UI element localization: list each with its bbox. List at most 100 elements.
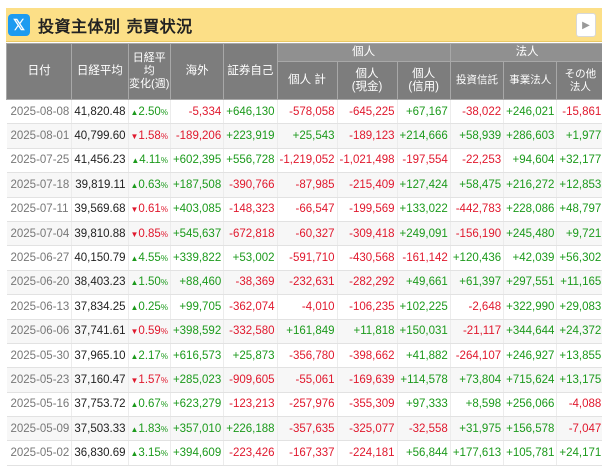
cell-overseas: +394,609 — [170, 440, 225, 466]
table-row[interactable]: 2025-06-13 37,834.25 ▲0.25% +99,705 -362,074… — [6, 294, 602, 320]
percent-sign: % — [160, 229, 168, 239]
cell-date: 2025-07-25 — [6, 148, 73, 174]
cell-business-corp: +105,781 — [503, 440, 558, 466]
cell-individual-total: -4,010 — [277, 294, 338, 320]
cell-investment-trust: +8,598 — [450, 392, 505, 418]
table-row[interactable]: 2025-08-01 40,799.60 ▼1.58% -189,206 +223,91… — [6, 123, 602, 149]
header-individual-cash[interactable]: 個人 (現金) — [336, 61, 398, 100]
table-row[interactable]: 2025-06-06 37,741.61 ▼0.59% +398,592 -332,58… — [6, 319, 602, 344]
header-nikkei[interactable]: 日経平均 — [71, 43, 129, 100]
cell-business-corp: +94,604 — [503, 148, 558, 174]
header-individual-credit[interactable]: 個人 (信用) — [396, 61, 451, 100]
header-date[interactable]: 日付 — [5, 43, 73, 100]
cell-overseas: +623,279 — [170, 392, 225, 418]
cell-business-corp: +715,624 — [503, 367, 558, 393]
cell-other-corp: +13,855 — [556, 343, 602, 369]
cell-overseas: +398,592 — [170, 319, 225, 344]
cell-date: 2025-08-08 — [6, 99, 73, 125]
cell-investment-trust: +31,975 — [450, 416, 505, 442]
cell-business-corp: +156,578 — [503, 416, 558, 442]
table-row[interactable]: 2025-07-04 39,810.88 ▼0.85% +545,637 -672,81… — [6, 221, 602, 247]
table-row[interactable]: 2025-05-16 37,753.72 ▲0.67% +623,279 -123,21… — [6, 392, 602, 418]
cell-business-corp: +42,039 — [503, 245, 558, 271]
percent-sign: % — [160, 327, 168, 337]
cell-individual-total: +25,543 — [277, 123, 338, 149]
cell-nikkei: 39,810.88 — [71, 221, 129, 247]
change-value: 0.61 — [138, 203, 161, 216]
table-row[interactable]: 2025-07-25 41,456.23 ▲4.11% +602,395 +556,72… — [6, 148, 602, 174]
table-row[interactable]: 2025-07-11 39,569.68 ▼0.61% +403,085 -148,32… — [6, 197, 602, 222]
scroll-right-button[interactable]: ▶ — [576, 13, 596, 37]
cell-individual-total: -578,058 — [277, 99, 338, 125]
cell-individual-total: -1,219,052 — [277, 148, 338, 174]
cell-individual-total: +161,849 — [277, 319, 338, 344]
arrow-up-icon: ▲ — [130, 302, 139, 312]
cell-individual-cash: -309,418 — [337, 221, 398, 247]
header-individual-total[interactable]: 個人 計 — [276, 61, 338, 100]
table-row[interactable]: 2025-05-23 37,160.47 ▼1.57% +285,023 -909,60… — [6, 367, 602, 393]
cell-securities: -390,766 — [223, 172, 278, 198]
table-row[interactable]: 2025-08-08 41,820.48 ▲2.50% -5,334 +646,130-… — [6, 99, 602, 125]
change-value: 1.58 — [138, 130, 161, 143]
cell-business-corp: +246,927 — [503, 343, 558, 369]
cell-individual-cash: -215,409 — [337, 172, 398, 198]
header-other-corp[interactable]: その他 法人 — [556, 61, 602, 100]
cell-individual-cash: -355,309 — [337, 392, 398, 418]
cell-securities: -223,426 — [223, 440, 278, 466]
cell-overseas: -5,334 — [170, 99, 225, 125]
cell-investment-trust: -38,022 — [450, 99, 505, 125]
arrow-up-icon: ▲ — [130, 107, 139, 117]
cell-other-corp: +12,853 — [556, 172, 602, 198]
change-value: 0.63 — [138, 178, 161, 191]
cell-other-corp: +13,175 — [556, 367, 602, 393]
cell-nikkei: 37,160.47 — [71, 367, 129, 393]
cell-other-corp: -7,047 — [556, 416, 602, 442]
cell-investment-trust: +58,475 — [450, 172, 505, 198]
cell-nikkei: 37,503.33 — [71, 416, 129, 442]
cell-overseas: +339,822 — [170, 245, 225, 271]
cell-nikkei: 41,820.48 — [71, 99, 129, 125]
cell-individual-credit: +49,661 — [397, 270, 451, 296]
cell-date: 2025-06-27 — [6, 245, 73, 271]
header-investment-trust[interactable]: 投資信託 — [449, 61, 505, 100]
cell-date: 2025-08-01 — [6, 123, 73, 149]
cell-change: ▲0.67% — [128, 392, 171, 418]
change-value: 4.55 — [138, 252, 161, 265]
percent-sign: % — [160, 424, 168, 434]
cell-securities: -38,369 — [223, 270, 278, 296]
cell-nikkei: 39,569.68 — [71, 197, 129, 222]
cell-securities: +226,188 — [223, 416, 278, 442]
cell-other-corp: +56,302 — [556, 245, 602, 271]
cell-individual-credit: +102,225 — [397, 294, 451, 320]
header-overseas[interactable]: 海外 — [169, 43, 225, 100]
percent-sign: % — [160, 302, 168, 312]
cell-individual-credit: +41,882 — [397, 343, 451, 369]
cell-investment-trust: -156,190 — [450, 221, 505, 247]
header-business-corp[interactable]: 事業法人 — [503, 61, 558, 100]
cell-date: 2025-07-11 — [6, 197, 73, 222]
arrow-down-icon: ▼ — [130, 327, 139, 337]
cell-individual-credit: +56,844 — [397, 440, 451, 466]
header-securities[interactable]: 証券自己 — [223, 43, 278, 100]
cell-individual-cash: -645,225 — [337, 99, 398, 125]
table-row[interactable]: 2025-06-27 40,150.79 ▲4.55% +339,822 +53,002… — [6, 245, 602, 271]
table-row[interactable]: 2025-06-20 38,403.23 ▲1.50% +88,460 -38,369-… — [6, 270, 602, 296]
table-row[interactable]: 2025-05-09 37,503.33 ▲1.83% +357,010 +226,18… — [6, 416, 602, 442]
x-share-icon[interactable]: 𝕏 — [8, 13, 30, 36]
cell-securities: -148,323 — [223, 197, 278, 222]
change-value: 3.15 — [138, 447, 161, 460]
percent-sign: % — [160, 351, 168, 361]
cell-date: 2025-05-02 — [6, 440, 73, 466]
header-nikkei-change[interactable]: 日経平均 変化(週) — [127, 43, 171, 100]
table-row[interactable]: 2025-05-02 36,830.69 ▲3.15% +394,609 -223,42… — [6, 440, 602, 466]
cell-change: ▲1.83% — [128, 416, 171, 442]
cell-other-corp: -15,861 — [556, 99, 602, 125]
percent-sign: % — [160, 375, 168, 385]
arrow-up-icon: ▲ — [130, 351, 139, 361]
page-title: 投資主体別 売買状況 — [38, 16, 193, 36]
arrow-up-icon: ▲ — [130, 400, 139, 410]
cell-overseas: +285,023 — [170, 367, 225, 393]
table-row[interactable]: 2025-05-30 37,965.10 ▲2.17% +616,573 +25,873… — [6, 343, 602, 369]
table-row[interactable]: 2025-07-18 39,819.11 ▲0.63% +187,508 -390,76… — [6, 172, 602, 198]
cell-securities: -362,074 — [223, 294, 278, 320]
